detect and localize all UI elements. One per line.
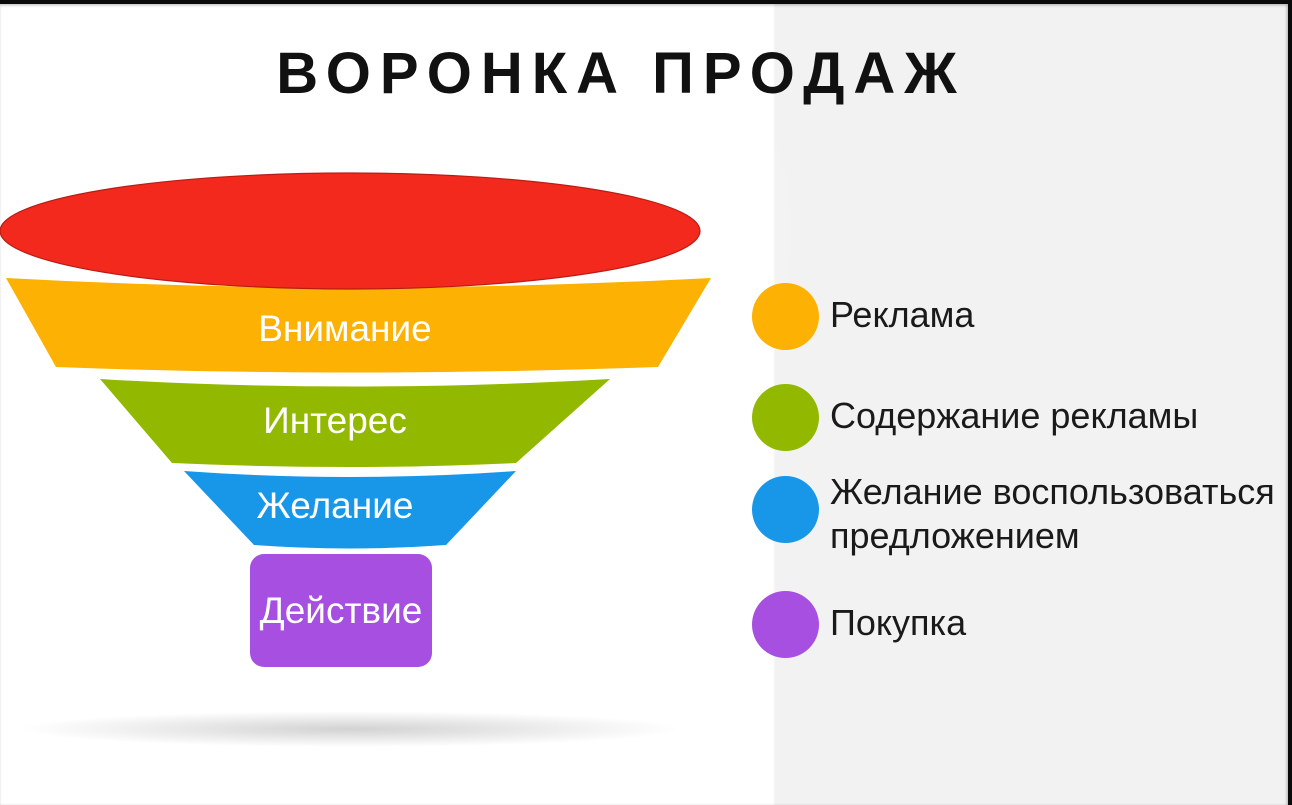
svg-text:Интерес: Интерес (263, 400, 407, 441)
svg-text:Желание: Желание (257, 485, 414, 526)
svg-text:Внимание: Внимание (258, 308, 431, 349)
svg-text:Действие: Действие (260, 590, 423, 631)
